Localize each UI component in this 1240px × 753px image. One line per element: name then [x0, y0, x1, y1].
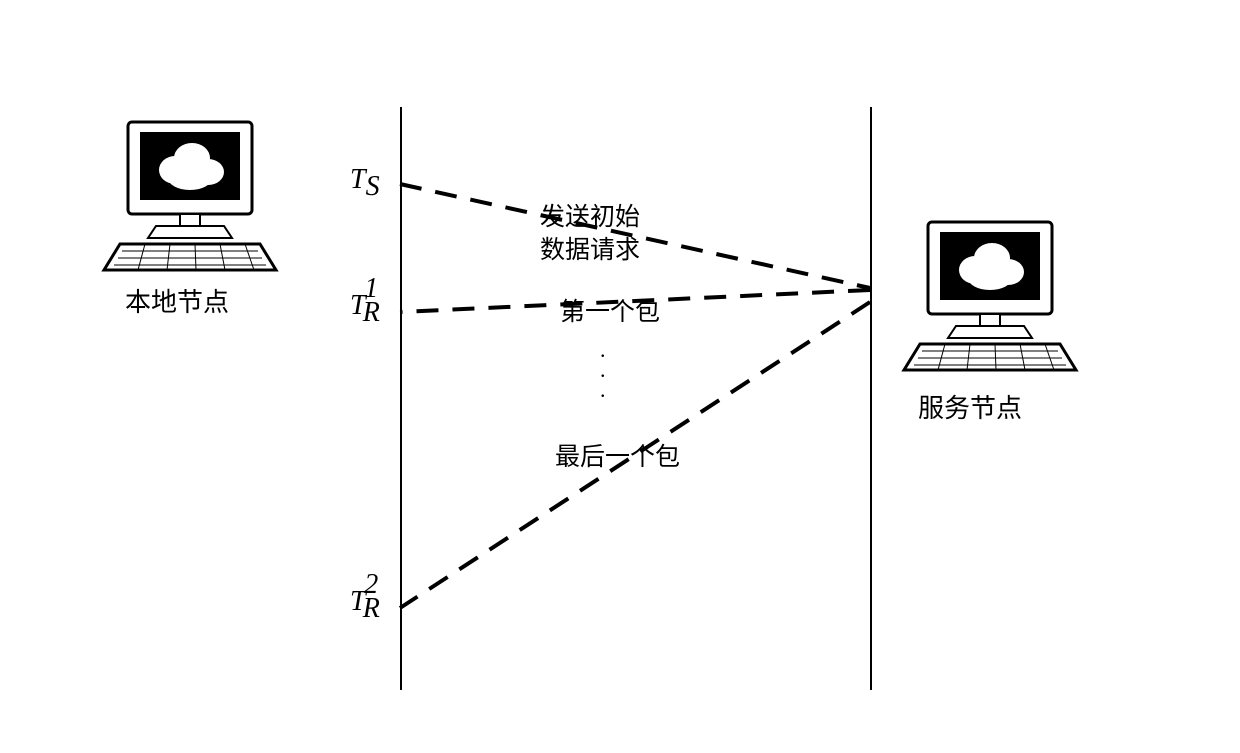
request-label: 发送初始 数据请求 — [540, 202, 640, 267]
local-node-label: 本地节点 — [125, 282, 229, 319]
ts-label: TS — [350, 164, 380, 196]
ts-sub: S — [366, 171, 380, 202]
ellipsis-dots: ... — [600, 340, 606, 399]
tr1-sub: R — [363, 297, 380, 328]
right-timeline — [870, 107, 872, 690]
request-label-l2: 数据请求 — [540, 237, 640, 264]
local-node-computer — [100, 120, 280, 275]
tr2-label: T2R — [350, 586, 397, 618]
ts-base: T — [350, 164, 366, 195]
tr2-sub: R — [363, 593, 380, 624]
last-packet-label: 最后一个包 — [555, 442, 680, 475]
tr1-label: T1R — [350, 290, 397, 322]
left-timeline — [400, 107, 402, 690]
request-label-l1: 发送初始 — [540, 204, 640, 231]
first-packet-label: 第一个包 — [560, 297, 660, 330]
sequence-diagram: 本地节点 服务节点 TS — [0, 0, 1240, 753]
server-node-label: 服务节点 — [918, 388, 1022, 425]
message-lines — [0, 0, 1240, 753]
server-node-computer — [900, 220, 1080, 375]
